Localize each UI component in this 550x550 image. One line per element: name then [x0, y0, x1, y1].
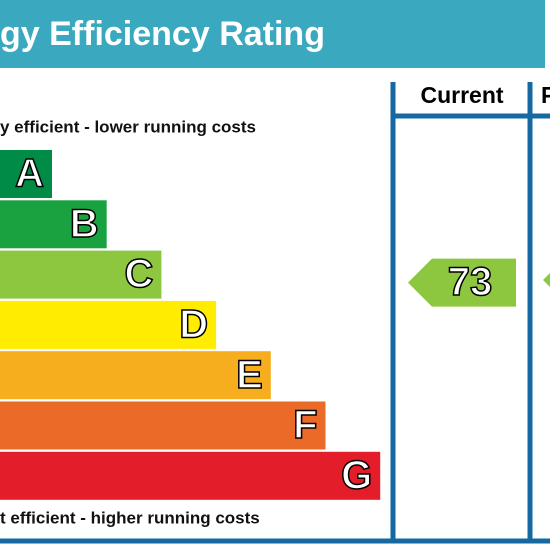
title-bar — [0, 0, 545, 68]
band-bar — [0, 250, 162, 299]
band-letter: D — [179, 302, 208, 346]
band-bar — [0, 351, 271, 400]
band-letter: B — [70, 202, 99, 246]
band-bar — [0, 150, 52, 198]
band-bar — [0, 451, 381, 500]
bottom-note: t efficient - higher running costs — [0, 508, 260, 527]
band-letter: E — [236, 353, 263, 397]
band-bar — [0, 300, 217, 349]
band-bar — [0, 401, 326, 450]
band-letter: A — [15, 152, 44, 196]
title: gy Efficiency Rating — [0, 15, 325, 53]
frame — [0, 82, 550, 544]
band-letter: F — [293, 403, 317, 447]
current-arrow — [408, 258, 516, 307]
potential-arrow — [543, 273, 550, 287]
band-bar — [0, 200, 107, 249]
column-header: Current — [420, 82, 503, 108]
band-letter: C — [125, 252, 154, 296]
top-note: y efficient - lower running costs — [0, 117, 256, 136]
column-header: P — [541, 82, 550, 108]
current-value: 73 — [448, 260, 493, 304]
band-letter: G — [341, 453, 372, 497]
